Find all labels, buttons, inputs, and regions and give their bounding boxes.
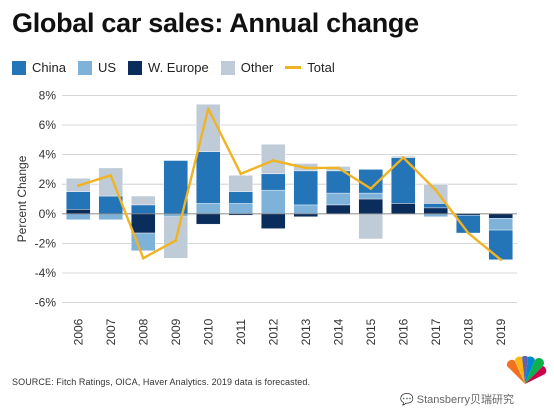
legend-item-other: Other [220, 60, 274, 75]
x-tick-label: 2012 [266, 318, 280, 345]
y-tick-label: 0% [39, 207, 57, 221]
x-tick-label: 2013 [299, 318, 313, 345]
bar-other-2011 [228, 175, 253, 192]
bar-china-2013 [293, 170, 318, 206]
chart-title: Global car sales: Annual change [12, 8, 419, 38]
watermark-text: Stansberry贝瑞研究 [416, 394, 514, 406]
x-tick-label: 2016 [396, 318, 410, 345]
bar-china-2011 [228, 191, 253, 204]
bar-us-2010 [196, 203, 221, 215]
legend-item-us: US [77, 60, 117, 75]
bar-china-2006 [66, 191, 91, 210]
total-point-2019 [499, 258, 503, 262]
legend-item-w-europe: W. Europe [128, 60, 209, 75]
y-axis-label: Percent Change [15, 155, 29, 242]
total-point-2006 [76, 184, 80, 188]
bar-us-2014 [326, 192, 351, 206]
bar-us-2008 [131, 232, 156, 251]
bar-other-2015 [358, 213, 383, 240]
bar-w-europe-2008 [131, 213, 156, 234]
total-point-2010 [206, 107, 210, 111]
bar-china-2017 [423, 203, 448, 209]
x-tick-label: 2007 [104, 318, 118, 345]
bar-china-2018 [456, 215, 481, 234]
bar-other-2012 [261, 144, 286, 175]
bar-china-2010 [196, 151, 221, 204]
bar-w-europe-2014 [326, 204, 351, 214]
bar-us-2019 [488, 218, 513, 231]
legend-swatch-w-europe [128, 60, 143, 75]
x-tick-label: 2009 [169, 318, 183, 345]
total-point-2016 [401, 156, 405, 159]
x-tick-label: 2006 [71, 318, 85, 345]
source-note: SOURCE: Fitch Ratings, OICA, Haver Analy… [12, 377, 311, 387]
bar-w-europe-2006 [66, 209, 91, 215]
total-point-2015 [369, 187, 373, 191]
bar-us-2009 [163, 213, 188, 217]
bar-w-europe-2017 [423, 207, 448, 215]
legend-label-us: US [97, 60, 117, 75]
bar-china-2008 [131, 204, 156, 214]
legend-label-other: Other [240, 60, 274, 75]
bar-w-europe-2019 [488, 213, 513, 219]
total-point-2013 [304, 166, 308, 170]
total-point-2017 [434, 188, 438, 192]
bar-us-2017 [423, 213, 448, 217]
bar-w-europe-2013 [293, 213, 318, 217]
legend-swatch-other [220, 60, 235, 75]
bar-w-europe-2010 [196, 213, 221, 225]
bar-us-2015 [358, 192, 383, 200]
y-tick-label: 2% [39, 177, 57, 191]
y-tick-label: 8% [39, 88, 57, 102]
legend-label-china: China [32, 60, 66, 75]
total-point-2014 [336, 166, 340, 170]
legend-label-w-europe: W. Europe [148, 60, 209, 75]
x-tick-label: 2008 [136, 318, 150, 345]
x-tick-label: 2018 [461, 318, 475, 345]
x-tick-label: 2014 [331, 318, 345, 345]
wechat-icon: 💬 [400, 394, 414, 406]
bar-w-europe-2012 [261, 213, 286, 229]
x-tick-label: 2010 [201, 318, 215, 345]
legend-item-total: Total [285, 60, 335, 75]
bar-other-2007 [98, 167, 123, 197]
y-tick-label: -2% [35, 236, 57, 250]
bar-china-2012 [261, 173, 286, 191]
bar-us-2007 [98, 213, 123, 220]
watermark: 💬 Stansberry贝瑞研究 [400, 391, 514, 407]
total-point-2009 [174, 239, 178, 242]
y-tick-label: 4% [39, 148, 57, 162]
total-point-2012 [271, 159, 275, 162]
total-line [77, 107, 502, 261]
y-tick-label: -6% [35, 296, 57, 310]
legend-label-total: Total [307, 60, 335, 75]
bar-us-2013 [293, 204, 318, 214]
y-tick-label: -4% [35, 266, 57, 280]
bar-china-2019 [488, 229, 513, 260]
total-point-2008 [141, 256, 145, 260]
bar-other-2008 [131, 195, 156, 206]
bar-us-2006 [66, 213, 91, 220]
bar-w-europe-2015 [358, 198, 383, 215]
bar-us-2011 [228, 203, 253, 215]
legend: China US W. Europe Other Total [12, 60, 347, 75]
legend-line-total [285, 66, 302, 69]
legend-swatch-us [77, 60, 92, 75]
total-point-2011 [239, 172, 243, 176]
y-tick-label: 6% [39, 118, 57, 132]
x-tick-label: 2011 [234, 319, 248, 345]
x-tick-label: 2017 [429, 318, 443, 345]
total-point-2007 [109, 173, 113, 177]
bar-us-2012 [261, 189, 286, 214]
total-point-2018 [466, 231, 470, 235]
x-tick-label: 2015 [364, 318, 378, 345]
x-tick-label: 2019 [494, 318, 508, 345]
legend-swatch-china [12, 60, 26, 75]
bar-w-europe-2016 [391, 203, 416, 215]
legend-item-china: China [12, 60, 66, 75]
peacock-logo-icon [503, 356, 547, 391]
